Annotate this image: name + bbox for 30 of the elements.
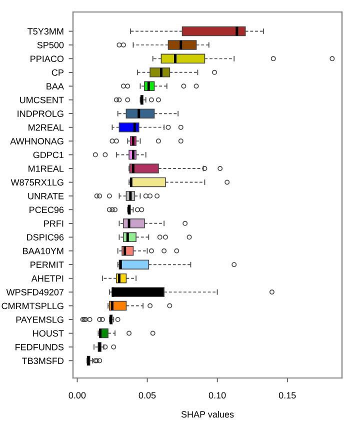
y-tick-label: M2REAL <box>28 124 64 131</box>
y-tick-label: GDPC1 <box>33 152 64 158</box>
x-tick-label: 0.00 <box>68 392 86 399</box>
y-tick-label: CMRMTSPLLG <box>2 302 64 310</box>
y-tick-label: FEDFUNDS <box>16 344 64 350</box>
y-tick-label: DSPIC96 <box>27 234 64 241</box>
y-tick-label: HOUST <box>33 330 64 337</box>
y-tick-label: AHETPI <box>31 275 64 282</box>
y-tick-label: PERMIT <box>30 262 64 268</box>
y-tick-label: W875RX1LG <box>10 179 64 186</box>
y-tick-label: WPSFD49207 <box>6 289 64 296</box>
x-tick-label: 0.10 <box>208 392 226 399</box>
y-tick-label: UMCSENT <box>20 96 64 104</box>
y-tick-label: UNRATE <box>28 193 64 200</box>
y-tick-label: PCEC96 <box>30 206 64 214</box>
y-tick-label: PRFI <box>44 220 64 227</box>
y-tick-label: T5Y3MM <box>28 28 64 35</box>
y-tick-label: PAYEMSLG <box>16 316 64 323</box>
y-tick-label: INDPROLG <box>18 110 64 117</box>
x-tick-label: 0.05 <box>138 392 156 399</box>
y-tick-label: SP500 <box>37 42 64 48</box>
y-tick-label: M1REAL <box>28 166 64 172</box>
y-tick-label: BAA <box>46 83 64 90</box>
y-tick-label: BAA10YM <box>23 248 64 254</box>
y-tick-label: CP <box>52 69 64 76</box>
y-tick-label: PPIACO <box>30 56 64 62</box>
x-tick-label: 0.15 <box>278 392 296 399</box>
y-tick-label: TB3MSFD <box>22 358 64 364</box>
y-tick-label: AWHNONAG <box>10 138 64 144</box>
x-axis-title: SHAP values <box>181 410 234 418</box>
